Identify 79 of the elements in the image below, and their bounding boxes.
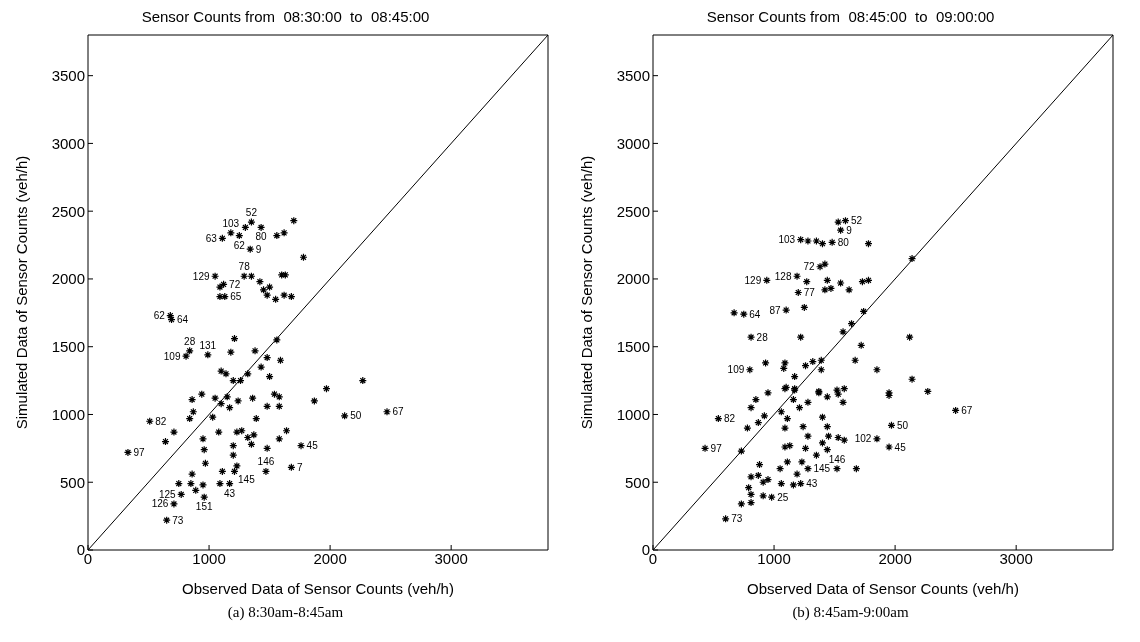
y-tick-label: 1000 [51, 405, 85, 423]
annotation: 97 [710, 442, 723, 454]
y-tick-label: 500 [624, 473, 650, 491]
x-tick-label: 1000 [192, 549, 226, 567]
annotation: 82 [723, 413, 736, 425]
annotation: 62 [233, 239, 246, 251]
annotation: 73 [172, 514, 184, 526]
annotation: 65 [230, 291, 242, 303]
annotation: 129 [192, 270, 210, 282]
annotation: 145 [238, 474, 256, 486]
annotation: 109 [727, 364, 745, 376]
chart-title: Sensor Counts from 08:45:00 to 09:00:00 [705, 8, 996, 27]
annotation: 50 [350, 410, 362, 422]
annotation: 52 [245, 207, 258, 219]
annotation: 43 [224, 487, 236, 499]
annotation: 63 [205, 232, 218, 244]
annotation: 146 [257, 456, 275, 468]
annotation: 7 [296, 461, 303, 473]
annotation: 67 [961, 404, 973, 416]
y-tick-label: 1500 [51, 338, 85, 356]
annotation: 52 [851, 215, 863, 227]
annotation: 131 [199, 339, 217, 351]
annotation: 103 [778, 234, 796, 246]
x-tick-label: 2000 [313, 549, 347, 567]
annotation: 45 [306, 440, 319, 452]
annotation: 28 [756, 331, 769, 343]
annotation: 146 [828, 453, 846, 465]
annotation: 72 [803, 261, 815, 273]
x-tick-label: 1000 [757, 549, 791, 567]
y-tick-label: 500 [59, 473, 85, 491]
x-tick-label: 2000 [878, 549, 912, 567]
annotation: 64 [749, 308, 761, 320]
annotation: 151 [195, 501, 213, 513]
y-tick-label: 3500 [51, 66, 85, 84]
y-tick-label: 2500 [616, 202, 650, 220]
annotation: 128 [774, 270, 792, 282]
annotation: 126 [151, 498, 169, 510]
y-tick-label: 3000 [51, 134, 85, 152]
y-tick-label: 3500 [616, 66, 650, 84]
y-tick-label: 2000 [51, 270, 85, 288]
x-axis-title: Observed Data of Sensor Counts (veh/h) [182, 580, 454, 597]
annotation: 9 [255, 243, 262, 255]
annotation: 145 [813, 463, 831, 475]
annotation: 125 [158, 488, 177, 500]
annotation: 78 [238, 261, 251, 273]
annotation: 43 [806, 478, 818, 490]
y-axis-title: Simulated Data of Sensor Counts (veh/h) [13, 155, 31, 430]
annotation: 80 [837, 236, 850, 248]
y-axis-title: Simulated Data of Sensor Counts (veh/h) [578, 155, 596, 430]
annotation: 103 [222, 217, 240, 229]
annotation: 77 [803, 287, 816, 298]
annotation: 50 [897, 419, 909, 431]
x-tick-label: 3000 [434, 549, 468, 567]
y-tick-label: 1500 [616, 338, 650, 356]
x-tick-label: 3000 [999, 549, 1033, 567]
annotation: 87 [769, 304, 782, 316]
y-tick-label: 1000 [616, 405, 650, 423]
annotation: 97 [133, 446, 146, 458]
annotation: 67 [392, 406, 405, 418]
annotation: 72 [229, 278, 241, 290]
annotation: 25 [777, 491, 789, 503]
annotation: 9 [846, 224, 853, 236]
annotation: 62 [153, 310, 166, 322]
annotation: 102 [854, 433, 872, 445]
text: (b) 8:45am-9:00am [791, 604, 910, 621]
y-tick-label: 3000 [616, 134, 650, 152]
x-axis-title: Observed Data of Sensor Counts (veh/h) [747, 580, 1019, 597]
annotation: 45 [894, 441, 907, 453]
annotation: 82 [155, 415, 167, 427]
annotation: 129 [744, 274, 762, 286]
annotation: 64 [177, 314, 189, 326]
y-tick-label: 2500 [51, 202, 85, 220]
chart-title: Sensor Counts from 08:30:00 to 08:45:00 [140, 8, 431, 27]
text: (a) 8:30am-8:45am [226, 604, 345, 621]
y-tick-label: 2000 [616, 270, 650, 288]
annotation: 80 [255, 231, 268, 243]
annotation: 73 [731, 513, 743, 525]
annotation: 109 [163, 350, 181, 362]
annotation: 28 [184, 335, 196, 347]
